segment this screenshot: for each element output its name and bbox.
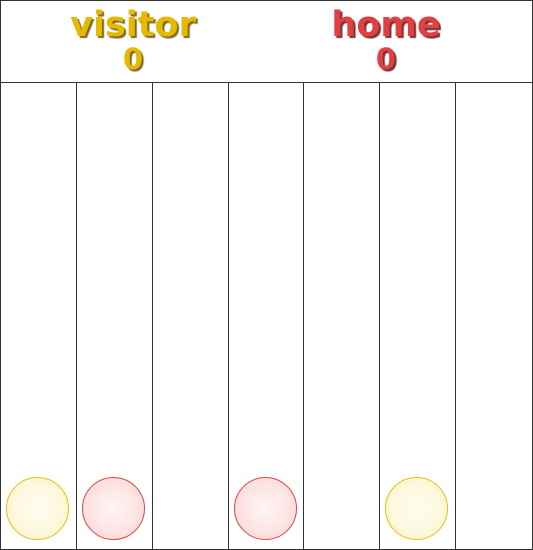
visitor-disc (6, 477, 69, 540)
board-columns (1, 83, 532, 549)
home-name: home (331, 5, 441, 45)
board-column-7[interactable] (456, 83, 532, 549)
home-disc (233, 477, 297, 540)
home-score: 0 (375, 42, 397, 76)
board-column-4[interactable] (229, 83, 305, 549)
home-panel: home 0 (286, 6, 486, 74)
board-column-3[interactable] (153, 83, 229, 549)
board-column-5[interactable] (304, 83, 381, 549)
visitor-panel: visitor 0 (33, 6, 233, 74)
board-column-2[interactable] (77, 83, 153, 549)
visitor-disc (385, 477, 449, 540)
board-column-6[interactable] (380, 83, 457, 549)
home-disc (81, 477, 145, 540)
board-column-1[interactable] (1, 83, 77, 549)
scoreboard: visitor 0 home 0 (1, 1, 532, 83)
visitor-name: visitor (70, 5, 196, 45)
visitor-score: 0 (122, 42, 144, 76)
